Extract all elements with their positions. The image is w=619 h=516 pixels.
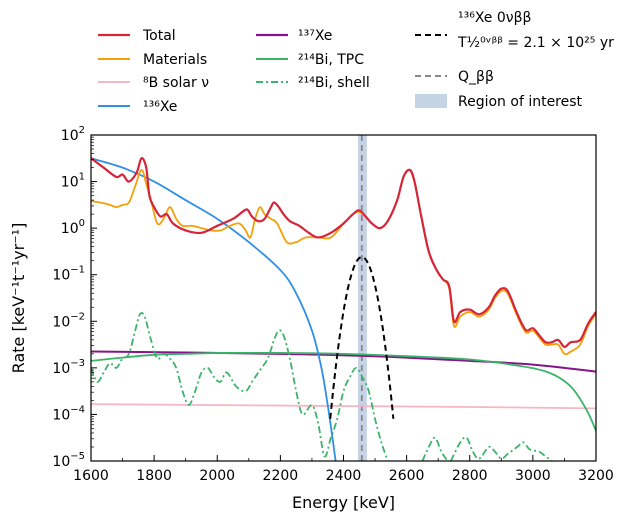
tick-layer: 1600 1800 2000 2200 2400 2600 2800 3000 3200 102 1…	[52, 125, 613, 484]
roi-band-layer	[358, 135, 367, 461]
legend-label-materials: Materials	[143, 52, 207, 68]
legend: Total Materials ⁸B solar ν ¹³⁶Xe ¹³⁷Xe ²…	[98, 10, 614, 115]
series-line-materials	[91, 168, 596, 356]
legend-label-b8: ⁸B solar ν	[143, 75, 209, 91]
x-axis-label: Energy [keV]	[292, 493, 395, 512]
series-line-b8	[91, 403, 596, 410]
series-line-bi-shell-c	[450, 436, 553, 461]
x-tick-label: 1800	[136, 468, 172, 484]
plot-frame	[90, 134, 597, 462]
x-tick-label: 3200	[578, 468, 614, 484]
series-line-signal	[329, 256, 395, 419]
x-tick-label: 2600	[389, 468, 425, 484]
legend-label-bi-shell: ²¹⁴Bi, shell	[298, 75, 370, 91]
x-tick-label: 2400	[326, 468, 362, 484]
legend-label-xe137: ¹³⁷Xe	[298, 28, 332, 44]
series-line-bi-shell	[91, 312, 389, 461]
legend-label-total: Total	[142, 28, 176, 44]
x-tick-label: 1600	[73, 468, 109, 484]
series-line-bi-tpc	[91, 351, 596, 432]
series-line-bi-shell-b	[421, 436, 449, 461]
series-layer	[91, 157, 596, 461]
legend-label-signal-line2: T½⁰ᵛᵝᵝ = 2.1 × 10²⁵ yr	[457, 35, 614, 51]
legend-label-signal-line1: ¹³⁶Xe 0νββ	[458, 10, 531, 26]
y-tick-label: 100	[61, 218, 85, 237]
series-line-total	[91, 157, 596, 348]
x-tick-label: 2800	[452, 468, 488, 484]
series-line-xe136	[91, 157, 337, 461]
y-tick-label: 101	[61, 172, 85, 191]
x-tick-label: 2000	[199, 468, 235, 484]
y-tick-label: 10−3	[52, 358, 85, 377]
y-tick-label: 10−5	[52, 451, 85, 470]
x-tick-label: 2200	[263, 468, 299, 484]
legend-label-xe136: ¹³⁶Xe	[143, 99, 177, 115]
series-line-xe137	[91, 350, 596, 373]
legend-label-bi-tpc: ²¹⁴Bi, TPC	[298, 52, 364, 68]
y-tick-label: 10−1	[52, 265, 85, 284]
y-tick-label: 10−2	[52, 311, 85, 330]
legend-swatch-roi	[415, 94, 447, 108]
legend-label-qbb: Q_ββ	[458, 69, 494, 85]
y-tick-label: 10−4	[52, 404, 85, 423]
y-axis-label: Rate [keV⁻¹t⁻¹yr⁻¹]	[9, 223, 28, 374]
legend-label-roi: Region of interest	[458, 94, 583, 110]
x-tick-label: 3000	[515, 468, 551, 484]
y-tick-label: 102	[61, 125, 85, 144]
